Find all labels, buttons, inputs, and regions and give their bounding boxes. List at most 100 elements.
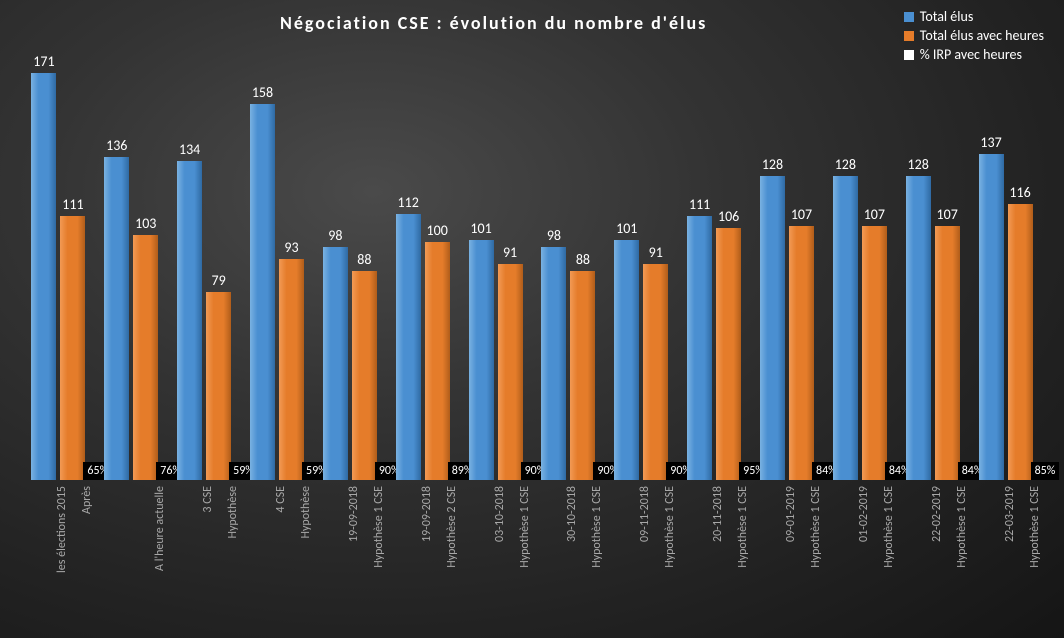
chart-title: Négociation CSE : évolution du nombre d'…	[280, 12, 707, 34]
bar-total-elus: 111	[687, 216, 712, 480]
x-axis-label: 19-09-2018	[347, 486, 361, 542]
x-axis-label: Hypothèse	[226, 486, 240, 539]
x-axis-label: 22-03-2019	[1003, 486, 1017, 542]
bar-total-elus-heures: 91	[498, 264, 523, 480]
bar-group: 11110695%	[678, 52, 751, 480]
bar-total-elus: 128	[760, 176, 785, 480]
bar-value-label: 107	[789, 206, 814, 223]
bar-face	[643, 264, 668, 480]
bar-face	[687, 216, 712, 480]
bar-value-label: 107	[935, 206, 960, 223]
bar-value-label: 136	[104, 137, 129, 154]
bar-total-elus-heures: 116	[1008, 204, 1033, 480]
bar-value-label: 111	[60, 196, 85, 213]
bar-group: 12810784%	[896, 52, 969, 480]
bar-face	[323, 247, 348, 480]
x-axis-label: 4 CSE	[274, 486, 288, 513]
bar-group: 13711685%	[969, 52, 1042, 480]
bar-value-label: 91	[498, 244, 523, 261]
bar-total-elus: 98	[541, 247, 566, 480]
bar-total-elus: 128	[906, 176, 931, 480]
bar-total-elus: 101	[469, 240, 494, 480]
bar-group: 988890%	[532, 52, 605, 480]
x-axis-label: Hypothèse 1 CSE	[955, 486, 969, 568]
x-axis-label: Hypothèse 1 CSE	[809, 486, 823, 568]
bar-face	[979, 154, 1004, 480]
legend-item: Total élus	[904, 8, 1044, 25]
bar-value-label: 107	[862, 206, 887, 223]
legend-label: Total élus	[920, 8, 974, 25]
bar-total-elus: 171	[31, 73, 56, 480]
bar-total-elus-heures: 91	[643, 264, 668, 480]
x-axis-label: Hypothèse 1 CSE	[372, 486, 386, 568]
x-axis-label: 20-11-2018	[711, 486, 725, 542]
x-axis-label: 01-02-2019	[857, 486, 871, 542]
bar-total-elus-heures: 79	[206, 292, 231, 480]
bar-total-elus: 137	[979, 154, 1004, 480]
bar-total-elus-heures: 107	[862, 226, 887, 480]
bar-group: 17111165%	[22, 52, 95, 480]
pct-irp-label: 85%	[1031, 462, 1060, 480]
bar-face	[935, 226, 960, 480]
bar-total-elus: 128	[833, 176, 858, 480]
bar-face	[570, 271, 595, 480]
bar-face	[352, 271, 377, 480]
x-axis-labels: Après les élections 2015 A l'heure actuell…	[22, 486, 1042, 636]
bar-face	[716, 228, 741, 480]
bar-value-label: 98	[541, 227, 566, 244]
x-axis-label: 03-10-2018	[493, 486, 507, 542]
bar-group: 1589359%	[241, 52, 314, 480]
x-axis-label: les élections 2015	[55, 486, 69, 573]
x-axis-label: Hypothèse 1 CSE	[882, 486, 896, 568]
bar-total-elus: 101	[614, 240, 639, 480]
bar-face	[60, 216, 85, 480]
x-axis-label: 3 CSE	[201, 486, 215, 513]
bar-value-label: 171	[31, 53, 56, 70]
bar-face	[469, 240, 494, 480]
x-axis-label: 22-02-2019	[930, 486, 944, 542]
bar-face	[498, 264, 523, 480]
bar-face	[906, 176, 931, 480]
bar-value-label: 98	[323, 227, 348, 244]
x-axis-label: Hypothèse 1 CSE	[518, 486, 532, 568]
legend-swatch	[904, 31, 914, 41]
bar-value-label: 128	[760, 156, 785, 173]
bar-value-label: 134	[177, 141, 202, 158]
bar-face	[614, 240, 639, 480]
bar-face	[250, 104, 275, 480]
x-axis-label: 30-10-2018	[565, 486, 579, 542]
bar-total-elus-heures: 103	[133, 235, 158, 480]
bar-value-label: 100	[425, 222, 450, 239]
x-axis-label: Hypothèse 1 CSE	[1028, 486, 1042, 568]
bar-value-label: 112	[396, 194, 421, 211]
bar-value-label: 103	[133, 215, 158, 232]
bar-group: 11210089%	[386, 52, 459, 480]
bar-value-label: 137	[979, 134, 1004, 151]
x-axis-label: A l'heure actuelle	[153, 486, 167, 571]
bar-group: 12810784%	[751, 52, 824, 480]
bar-value-label: 101	[469, 220, 494, 237]
legend-swatch	[904, 12, 914, 22]
x-axis-label: Hypothèse	[299, 486, 313, 539]
bar-value-label: 79	[206, 272, 231, 289]
x-axis-label: Après	[80, 486, 94, 514]
bar-value-label: 111	[687, 196, 712, 213]
x-axis-label: Hypothèse 1 CSE	[590, 486, 604, 568]
x-axis-label: 19-09-2018	[420, 486, 434, 542]
x-axis-label: Hypothèse 1 CSE	[736, 486, 750, 568]
bar-total-elus: 136	[104, 157, 129, 480]
bar-total-elus-heures: 88	[570, 271, 595, 480]
bar-face	[396, 214, 421, 480]
legend-label: Total élus avec heures	[920, 27, 1044, 44]
bar-group: 13610376%	[95, 52, 168, 480]
bar-group: 1019190%	[605, 52, 678, 480]
bar-value-label: 88	[352, 251, 377, 268]
bar-group: 988890%	[313, 52, 386, 480]
x-axis-label: Hypothèse 1 CSE	[663, 486, 677, 568]
bar-face	[133, 235, 158, 480]
bar-value-label: 91	[643, 244, 668, 261]
bar-total-elus: 112	[396, 214, 421, 480]
x-axis-label: 09-01-2019	[784, 486, 798, 542]
bar-value-label: 88	[570, 251, 595, 268]
bar-value-label: 106	[716, 208, 741, 225]
